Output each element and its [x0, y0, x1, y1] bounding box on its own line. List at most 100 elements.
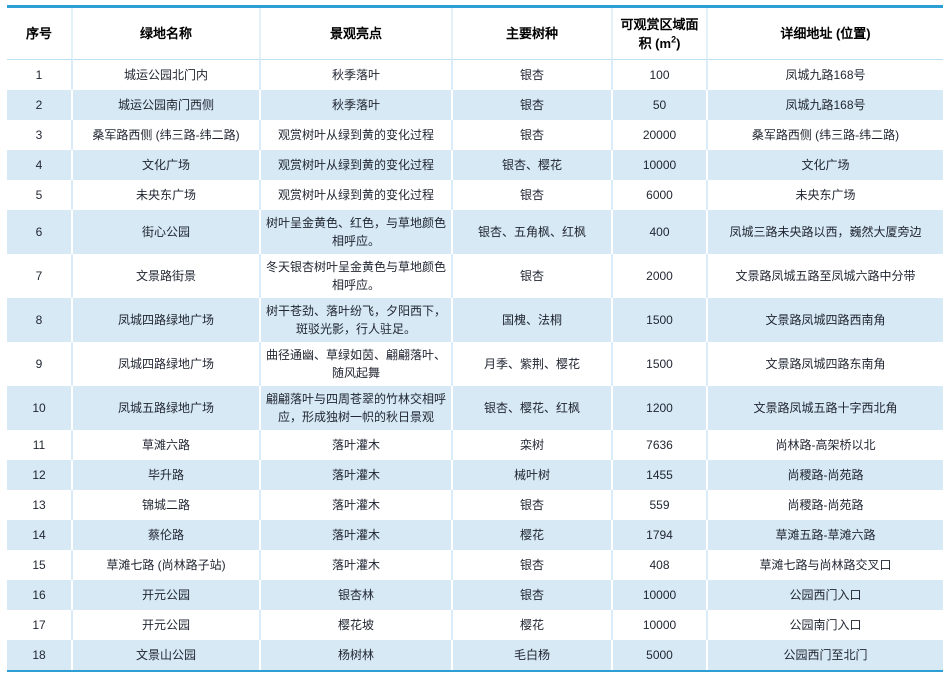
cell-species: 银杏、樱花、红枫 — [453, 386, 613, 430]
cell-highlight: 杨树林 — [261, 640, 453, 670]
cell-highlight: 落叶灌木 — [261, 430, 453, 460]
cell-no: 5 — [7, 180, 73, 210]
cell-address: 未央东广场 — [708, 180, 943, 210]
green-space-table-container: 序号 绿地名称 景观亮点 主要树种 可观赏区域面积 (m2) 详细地址 (位置)… — [7, 5, 943, 672]
cell-highlight: 樱花坡 — [261, 610, 453, 640]
cell-area: 2000 — [613, 254, 708, 298]
cell-address: 尚稷路-尚苑路 — [708, 460, 943, 490]
cell-name: 城运公园北门内 — [73, 60, 261, 90]
cell-species: 毛白杨 — [453, 640, 613, 670]
cell-address: 草滩五路-草滩六路 — [708, 520, 943, 550]
cell-no: 8 — [7, 298, 73, 342]
cell-species: 银杏 — [453, 180, 613, 210]
cell-no: 10 — [7, 386, 73, 430]
header-row: 序号 绿地名称 景观亮点 主要树种 可观赏区域面积 (m2) 详细地址 (位置) — [7, 8, 943, 60]
cell-area: 10000 — [613, 610, 708, 640]
cell-highlight: 落叶灌木 — [261, 490, 453, 520]
cell-area: 50 — [613, 90, 708, 120]
cell-no: 9 — [7, 342, 73, 386]
cell-area: 1794 — [613, 520, 708, 550]
green-space-table: 序号 绿地名称 景观亮点 主要树种 可观赏区域面积 (m2) 详细地址 (位置)… — [7, 8, 943, 670]
cell-area: 6000 — [613, 180, 708, 210]
cell-species: 银杏、五角枫、红枫 — [453, 210, 613, 254]
cell-no: 3 — [7, 120, 73, 150]
cell-address: 文景路凤城五路至凤城六路中分带 — [708, 254, 943, 298]
cell-species: 银杏 — [453, 490, 613, 520]
cell-highlight: 树干苍劲、落叶纷飞，夕阳西下，斑驳光影，行人驻足。 — [261, 298, 453, 342]
cell-species: 银杏 — [453, 120, 613, 150]
cell-name: 城运公园南门西侧 — [73, 90, 261, 120]
cell-address: 凤城九路168号 — [708, 90, 943, 120]
header-cell-name: 绿地名称 — [73, 8, 261, 60]
table-row: 6 街心公园 树叶呈金黄色、红色，与草地颜色相呼应。 银杏、五角枫、红枫 400 凤城三路… — [7, 210, 943, 254]
cell-species: 银杏 — [453, 580, 613, 610]
table-row: 5 未央东广场 观赏树叶从绿到黄的变化过程 银杏 6000 未央东广场 — [7, 180, 943, 210]
cell-no: 4 — [7, 150, 73, 180]
cell-species: 樱花 — [453, 520, 613, 550]
cell-no: 12 — [7, 460, 73, 490]
cell-area: 5000 — [613, 640, 708, 670]
cell-name: 开元公园 — [73, 610, 261, 640]
table-row: 11 草滩六路 落叶灌木 栾树 7636 尚林路-高架桥以北 — [7, 430, 943, 460]
cell-highlight: 树叶呈金黄色、红色，与草地颜色相呼应。 — [261, 210, 453, 254]
table-row: 8 凤城四路绿地广场 树干苍劲、落叶纷飞，夕阳西下，斑驳光影，行人驻足。 国槐、法桐 1… — [7, 298, 943, 342]
cell-no: 16 — [7, 580, 73, 610]
cell-name: 锦城二路 — [73, 490, 261, 520]
cell-address: 公园西门至北门 — [708, 640, 943, 670]
cell-address: 草滩七路与尚林路交叉口 — [708, 550, 943, 580]
cell-area: 1500 — [613, 298, 708, 342]
cell-address: 凤城三路未央路以西，巍然大厦旁边 — [708, 210, 943, 254]
cell-name: 凤城五路绿地广场 — [73, 386, 261, 430]
table-row: 15 草滩七路 (尚林路子站) 落叶灌木 银杏 408 草滩七路与尚林路交叉口 — [7, 550, 943, 580]
cell-area: 20000 — [613, 120, 708, 150]
cell-highlight: 落叶灌木 — [261, 460, 453, 490]
cell-area: 1200 — [613, 386, 708, 430]
cell-address: 文景路凤城四路西南角 — [708, 298, 943, 342]
cell-name: 文景山公园 — [73, 640, 261, 670]
cell-area: 408 — [613, 550, 708, 580]
cell-highlight: 银杏林 — [261, 580, 453, 610]
cell-name: 草滩六路 — [73, 430, 261, 460]
table-row: 9 凤城四路绿地广场 曲径通幽、草绿如茵、翩翩落叶、随风起舞 月季、紫荆、樱花 1500… — [7, 342, 943, 386]
cell-name: 开元公园 — [73, 580, 261, 610]
header-cell-species: 主要树种 — [453, 8, 613, 60]
cell-no: 14 — [7, 520, 73, 550]
table-row: 12 毕升路 落叶灌木 械叶树 1455 尚稷路-尚苑路 — [7, 460, 943, 490]
header-cell-address: 详细地址 (位置) — [708, 8, 943, 60]
cell-name: 文化广场 — [73, 150, 261, 180]
cell-area: 100 — [613, 60, 708, 90]
cell-name: 凤城四路绿地广场 — [73, 342, 261, 386]
cell-name: 蔡伦路 — [73, 520, 261, 550]
header-cell-highlight: 景观亮点 — [261, 8, 453, 60]
cell-highlight: 曲径通幽、草绿如茵、翩翩落叶、随风起舞 — [261, 342, 453, 386]
cell-no: 7 — [7, 254, 73, 298]
cell-highlight: 秋季落叶 — [261, 90, 453, 120]
table-row: 16 开元公园 银杏林 银杏 10000 公园西门入口 — [7, 580, 943, 610]
cell-area: 1500 — [613, 342, 708, 386]
table-row: 2 城运公园南门西侧 秋季落叶 银杏 50 凤城九路168号 — [7, 90, 943, 120]
table-row: 18 文景山公园 杨树林 毛白杨 5000 公园西门至北门 — [7, 640, 943, 670]
cell-no: 15 — [7, 550, 73, 580]
cell-species: 栾树 — [453, 430, 613, 460]
cell-highlight: 翩翩落叶与四周苍翠的竹林交相呼应，形成独树一帜的秋日景观 — [261, 386, 453, 430]
table-row: 1 城运公园北门内 秋季落叶 银杏 100 凤城九路168号 — [7, 60, 943, 90]
cell-species: 银杏 — [453, 90, 613, 120]
cell-no: 6 — [7, 210, 73, 254]
table-row: 3 桑军路西侧 (纬三路-纬二路) 观赏树叶从绿到黄的变化过程 银杏 20000 桑军路西… — [7, 120, 943, 150]
cell-no: 17 — [7, 610, 73, 640]
cell-highlight: 观赏树叶从绿到黄的变化过程 — [261, 150, 453, 180]
cell-name: 街心公园 — [73, 210, 261, 254]
table-row: 13 锦城二路 落叶灌木 银杏 559 尚稷路-尚苑路 — [7, 490, 943, 520]
cell-area: 559 — [613, 490, 708, 520]
cell-no: 11 — [7, 430, 73, 460]
cell-highlight: 秋季落叶 — [261, 60, 453, 90]
table-row: 17 开元公园 樱花坡 樱花 10000 公园南门入口 — [7, 610, 943, 640]
cell-name: 草滩七路 (尚林路子站) — [73, 550, 261, 580]
table-header: 序号 绿地名称 景观亮点 主要树种 可观赏区域面积 (m2) 详细地址 (位置) — [7, 8, 943, 60]
cell-no: 2 — [7, 90, 73, 120]
cell-address: 桑军路西侧 (纬三路-纬二路) — [708, 120, 943, 150]
table-row: 4 文化广场 观赏树叶从绿到黄的变化过程 银杏、樱花 10000 文化广场 — [7, 150, 943, 180]
cell-highlight: 落叶灌木 — [261, 550, 453, 580]
cell-address: 尚林路-高架桥以北 — [708, 430, 943, 460]
